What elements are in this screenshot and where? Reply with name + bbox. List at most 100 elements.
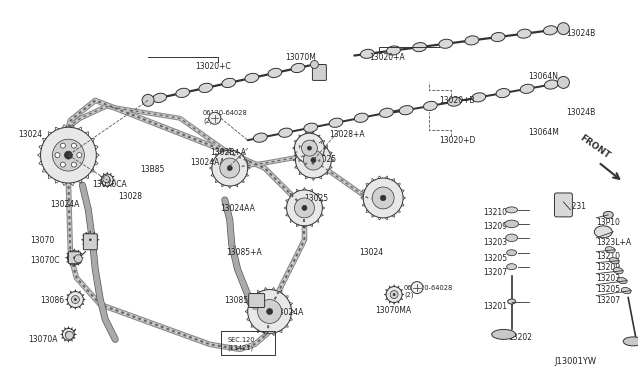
- Ellipse shape: [604, 211, 613, 218]
- Circle shape: [67, 292, 83, 308]
- Circle shape: [77, 153, 82, 158]
- Text: 13024A: 13024A: [275, 308, 304, 317]
- Text: 13085B: 13085B: [224, 296, 253, 305]
- Text: 13P10: 13P10: [596, 218, 620, 227]
- Text: 13207: 13207: [483, 268, 507, 277]
- FancyBboxPatch shape: [68, 252, 81, 264]
- Circle shape: [68, 334, 69, 335]
- Circle shape: [101, 174, 113, 186]
- Circle shape: [52, 139, 84, 171]
- Text: 13028+A: 13028+A: [330, 130, 365, 139]
- Circle shape: [380, 195, 386, 201]
- Text: 13201: 13201: [483, 302, 507, 311]
- Ellipse shape: [245, 73, 259, 83]
- Ellipse shape: [605, 247, 615, 253]
- Ellipse shape: [329, 118, 343, 127]
- Circle shape: [212, 150, 248, 186]
- Text: 1323L+A: 1323L+A: [596, 238, 632, 247]
- Circle shape: [55, 153, 60, 158]
- Circle shape: [220, 158, 240, 178]
- Text: 13024AA: 13024AA: [190, 158, 225, 167]
- Circle shape: [557, 23, 570, 35]
- Text: 13024B: 13024B: [566, 29, 596, 38]
- Text: J13001YW: J13001YW: [554, 357, 596, 366]
- Ellipse shape: [304, 123, 317, 132]
- Circle shape: [72, 143, 76, 148]
- Ellipse shape: [617, 278, 627, 284]
- FancyBboxPatch shape: [554, 193, 572, 217]
- Text: 06120-64028
(2): 06120-64028 (2): [203, 110, 248, 124]
- FancyBboxPatch shape: [249, 294, 264, 308]
- Circle shape: [248, 289, 292, 333]
- Ellipse shape: [268, 68, 282, 78]
- Ellipse shape: [506, 207, 518, 213]
- Ellipse shape: [505, 220, 518, 228]
- Circle shape: [227, 166, 232, 171]
- Text: 13070M: 13070M: [285, 52, 316, 61]
- Circle shape: [87, 236, 94, 243]
- Text: 13207: 13207: [596, 296, 620, 305]
- Text: 13070: 13070: [31, 236, 55, 245]
- Text: 13024A: 13024A: [51, 200, 80, 209]
- Circle shape: [311, 158, 316, 163]
- Circle shape: [393, 294, 395, 296]
- Circle shape: [557, 76, 570, 89]
- Text: 06B120-64028
(2): 06B120-64028 (2): [404, 285, 453, 298]
- Text: 13231: 13231: [563, 202, 586, 211]
- Circle shape: [65, 331, 72, 337]
- Circle shape: [63, 328, 74, 340]
- Circle shape: [106, 179, 108, 181]
- Circle shape: [411, 282, 423, 294]
- Circle shape: [390, 291, 398, 299]
- Circle shape: [372, 187, 394, 209]
- Text: 13025: 13025: [305, 194, 328, 203]
- Circle shape: [386, 286, 402, 302]
- Circle shape: [267, 308, 273, 314]
- Text: 13085+A: 13085+A: [226, 248, 262, 257]
- Circle shape: [72, 296, 79, 304]
- Ellipse shape: [623, 337, 640, 346]
- Ellipse shape: [492, 330, 516, 339]
- Text: 13024AA: 13024AA: [220, 204, 255, 213]
- Ellipse shape: [387, 46, 401, 55]
- Text: 13020+B: 13020+B: [439, 96, 474, 105]
- Ellipse shape: [609, 257, 619, 264]
- Circle shape: [104, 177, 110, 183]
- Ellipse shape: [291, 63, 305, 73]
- Ellipse shape: [507, 250, 516, 256]
- Ellipse shape: [595, 226, 612, 238]
- FancyBboxPatch shape: [312, 64, 326, 80]
- Circle shape: [74, 255, 83, 263]
- Ellipse shape: [506, 234, 518, 241]
- Text: 13020+A: 13020+A: [369, 52, 405, 61]
- Ellipse shape: [545, 80, 558, 89]
- Ellipse shape: [153, 93, 166, 102]
- Text: FRONT: FRONT: [579, 133, 612, 160]
- Ellipse shape: [199, 83, 212, 93]
- Text: 13024B: 13024B: [566, 108, 596, 117]
- Circle shape: [71, 254, 78, 261]
- Text: 13086: 13086: [40, 296, 65, 305]
- Circle shape: [294, 133, 324, 163]
- Text: 13210: 13210: [596, 252, 620, 261]
- Text: 13070MA: 13070MA: [375, 305, 412, 314]
- Ellipse shape: [507, 264, 516, 270]
- Text: 13203: 13203: [483, 238, 507, 247]
- Circle shape: [209, 112, 221, 124]
- Circle shape: [142, 94, 154, 106]
- Ellipse shape: [380, 108, 394, 118]
- Text: 13205: 13205: [596, 285, 620, 294]
- Circle shape: [303, 150, 323, 170]
- Ellipse shape: [355, 113, 368, 122]
- Text: 13020+D: 13020+D: [439, 136, 476, 145]
- Circle shape: [90, 239, 92, 241]
- Text: 13070C: 13070C: [31, 256, 60, 265]
- Circle shape: [103, 176, 109, 183]
- Ellipse shape: [465, 36, 479, 45]
- Circle shape: [83, 233, 97, 247]
- Circle shape: [258, 299, 282, 323]
- Circle shape: [60, 162, 65, 167]
- Text: 13202: 13202: [509, 333, 532, 342]
- Ellipse shape: [520, 84, 534, 93]
- Ellipse shape: [472, 93, 486, 102]
